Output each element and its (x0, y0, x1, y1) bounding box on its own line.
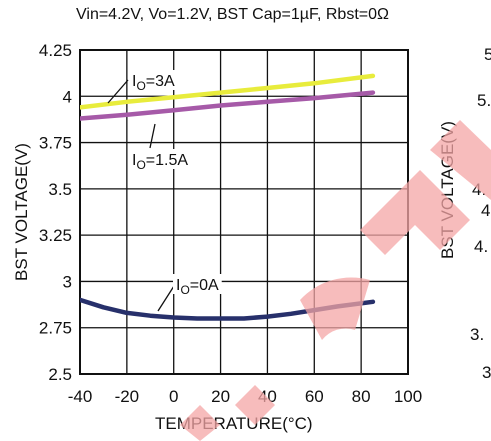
grid (79, 49, 409, 375)
second-chart-tick-0: 5 (484, 45, 491, 64)
series-label-1: IO=1.5A (132, 152, 188, 172)
second-chart-tick-5: 3. (470, 325, 484, 344)
chart-title: Vin=4.2V, Vo=1.2V, BST Cap=1µF, Rbst=0Ω (76, 6, 389, 23)
series-line-1 (80, 90, 376, 121)
annotation-leader-0 (107, 79, 129, 104)
second-chart-tick-6: 3 (482, 363, 491, 382)
second-chart-partial: 55.4.44.3.3 (470, 45, 491, 382)
y-tick-label-3: 3.25 (39, 226, 72, 245)
series-line-0 (80, 73, 376, 110)
x-tick-label-0: -40 (68, 387, 93, 406)
watermark-shape-3 (235, 385, 275, 425)
second-chart-tick-3: 4 (481, 201, 490, 220)
x-tick-label-5: 60 (305, 387, 324, 406)
x-tick-label-2: 0 (169, 387, 178, 406)
series-label-2: IO=0A (176, 277, 219, 297)
annotation-bg-1 (129, 149, 192, 169)
second-chart-tick-4: 4. (474, 237, 488, 256)
y-tick-label-2: 3 (63, 272, 72, 291)
watermark-shape-0 (300, 277, 370, 340)
y-tick-label-1: 2.75 (39, 319, 72, 338)
y-tick-label-4: 3.5 (48, 180, 72, 199)
watermark-shape-4 (180, 405, 220, 441)
y-tick-label-5: 3.75 (39, 134, 72, 153)
y-tick-label-7: 4.25 (39, 41, 72, 60)
annotation-bg-0 (129, 70, 178, 90)
y-tick-label-6: 4 (63, 87, 72, 106)
y-tick-label-0: 2.5 (48, 365, 72, 384)
watermark-shape-2 (430, 120, 491, 200)
tick-labels: -40 -20 0 20 40 60 80 1002.52.7533.253.53.7544.… (39, 41, 422, 406)
plot-frame (79, 49, 409, 375)
x-tick-label-3: 20 (211, 387, 230, 406)
series-annotations: IO=3A IO=1.5A IO=0A (107, 70, 222, 312)
x-tick-label-7: 100 (394, 387, 422, 406)
watermark-graphic (180, 120, 491, 441)
x-tick-label-6: 80 (352, 387, 371, 406)
annotation-leader-2 (157, 285, 175, 312)
series-label-0: IO=3A (132, 73, 175, 93)
annotation-bg-2 (173, 274, 222, 294)
watermark-shape-1 (360, 170, 470, 255)
second-chart-tick-1: 5. (477, 91, 491, 110)
annotation-leader-1 (149, 123, 156, 149)
x-tick-label-1: -20 (115, 387, 140, 406)
